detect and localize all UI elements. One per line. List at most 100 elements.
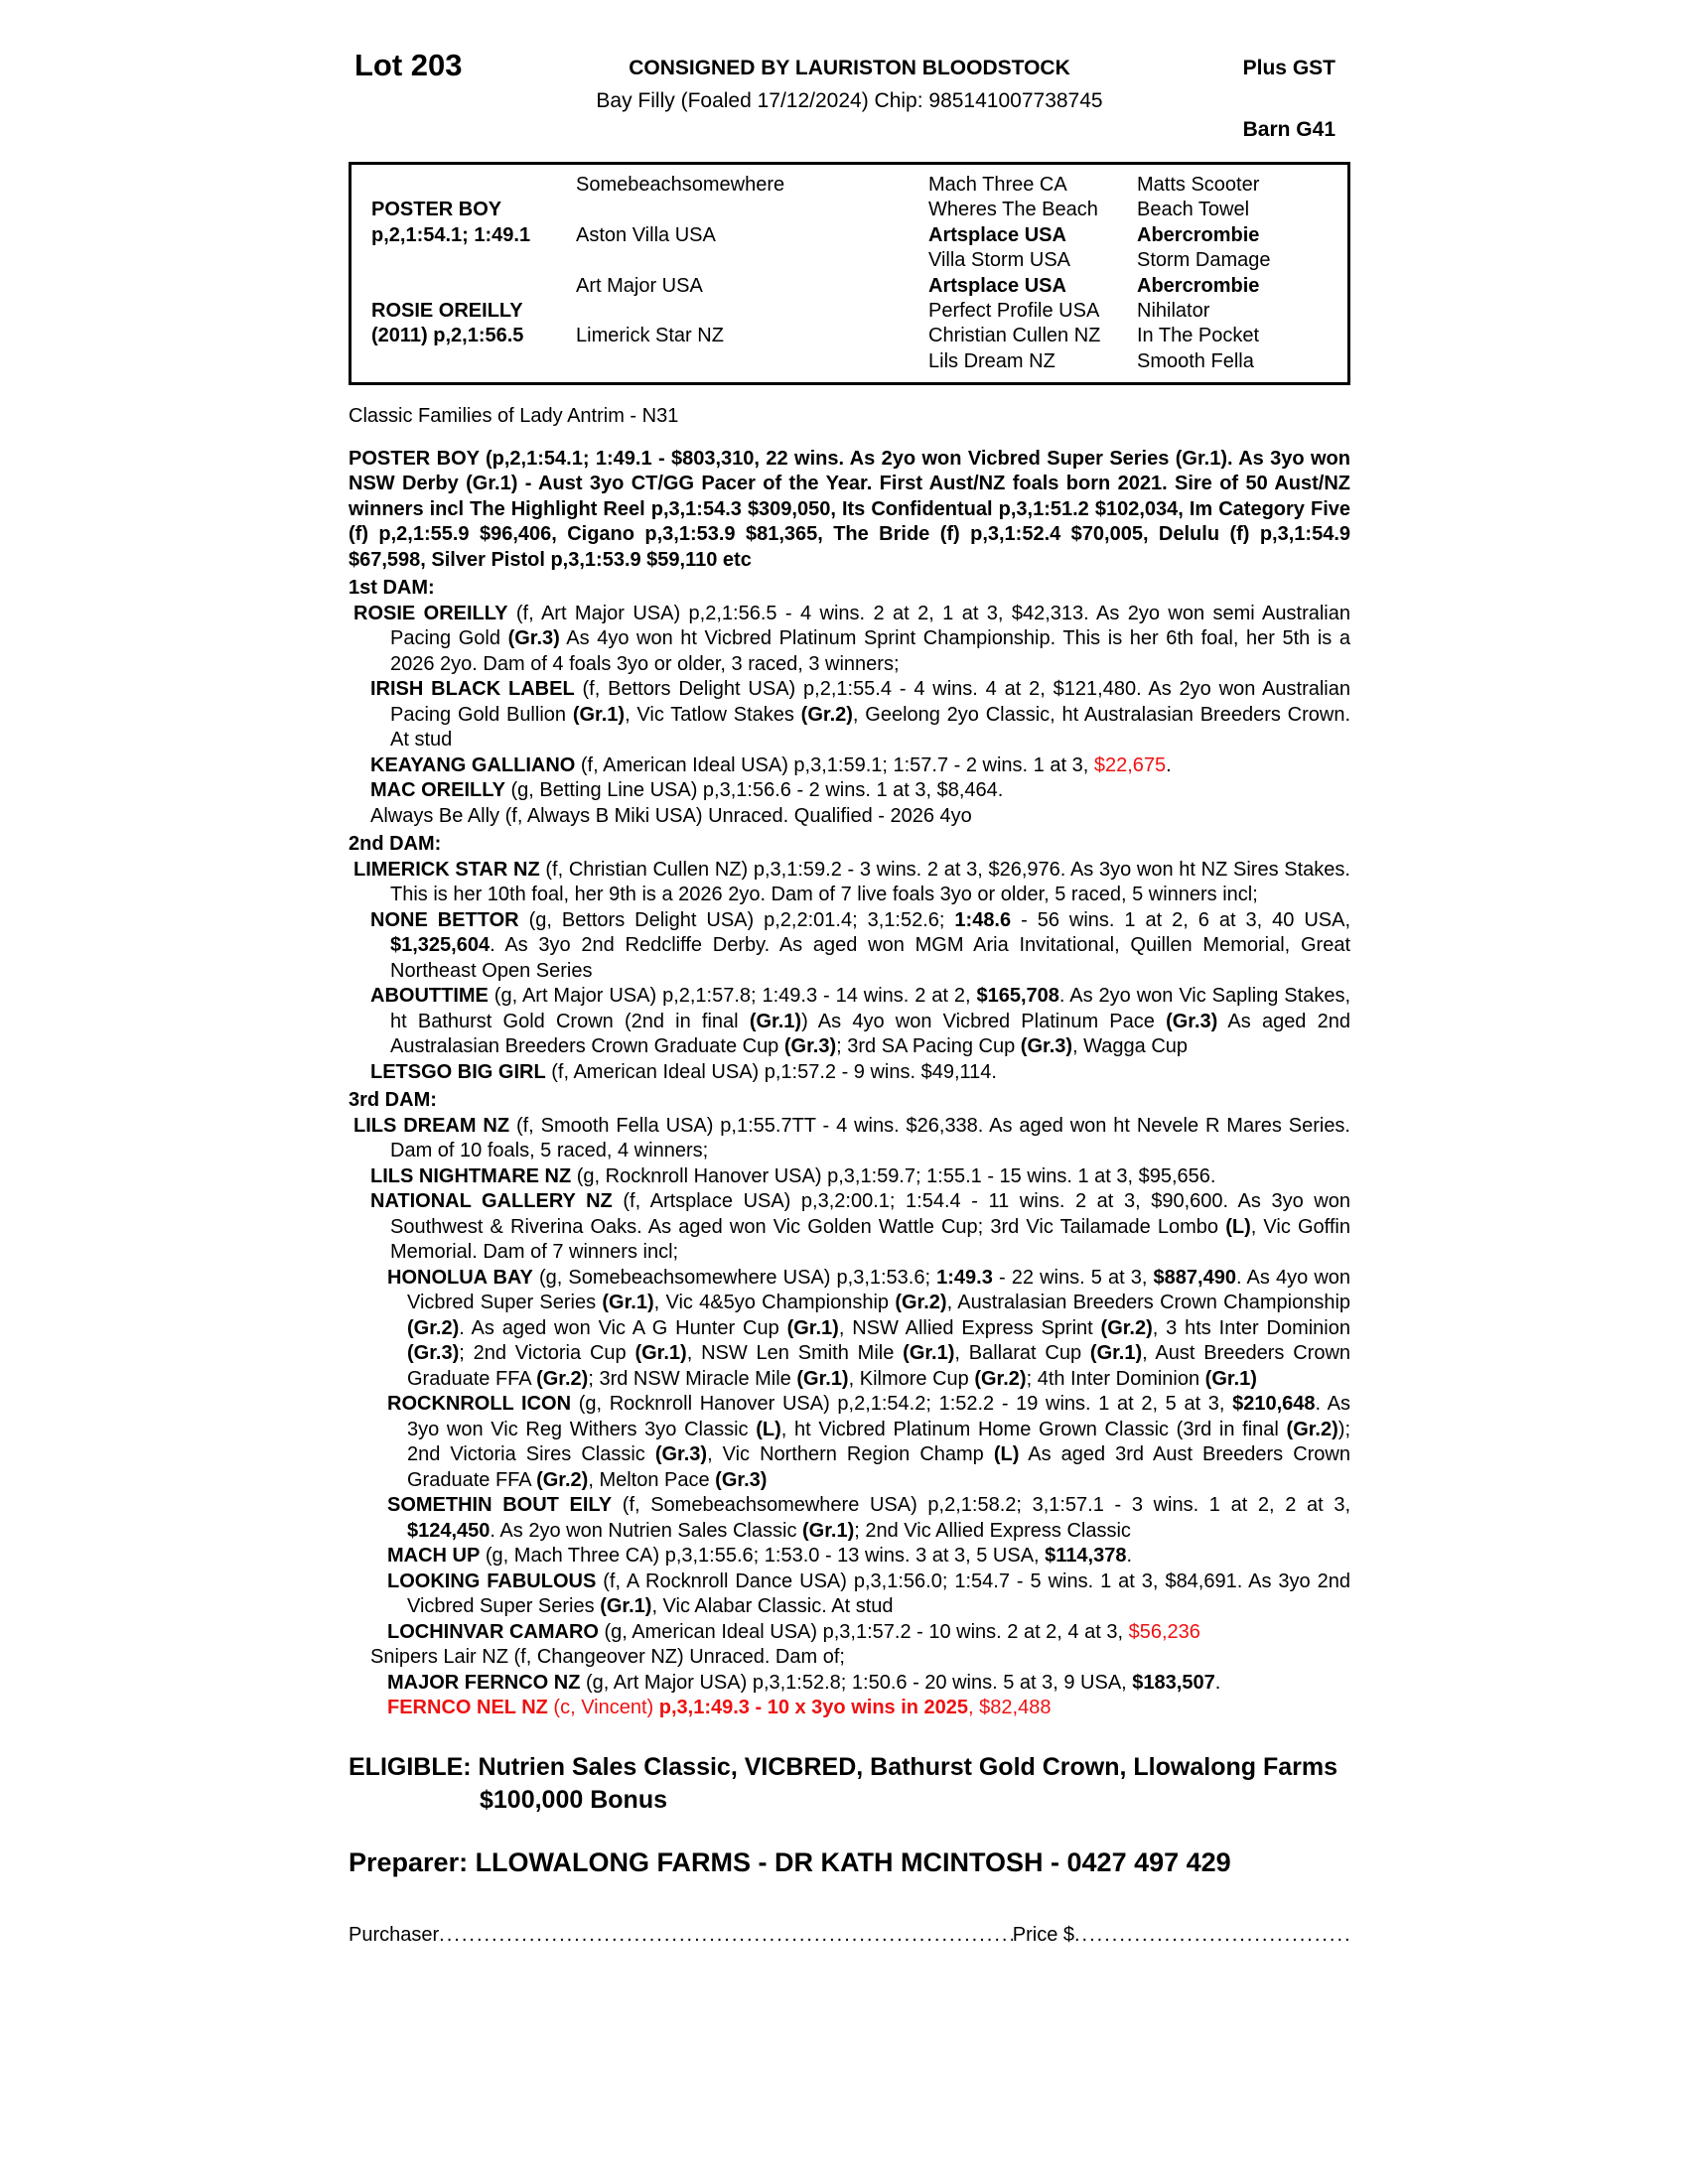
entry-text-segment: NONE BETTOR xyxy=(370,908,519,931)
pedigree-entry: SOMETHIN BOUT EILY (f, Somebeachsomewher… xyxy=(349,1493,1350,1544)
price-label: Price $ xyxy=(1012,1924,1074,1947)
entry-text-segment: 1:48.6 xyxy=(954,908,1012,931)
entry-text-segment: (g, American Ideal USA) p,3,1:57.2 - 10 … xyxy=(598,1620,1129,1643)
pedigree-cell: Christian Cullen NZ xyxy=(928,325,1101,347)
entry-text-segment: p,3,1:49.3 - 10 x 3yo wins in 2025 xyxy=(658,1697,969,1719)
entry-text-segment: (g, Somebeachsomewhere USA) p,3,1:53.6; xyxy=(532,1266,937,1289)
pedigree-entry: LILS NIGHTMARE NZ (g, Rocknroll Hanover … xyxy=(349,1164,1350,1190)
entry-text-segment: (g, Art Major USA) p,2,1:57.8; 1:49.3 - … xyxy=(488,985,977,1008)
entry-text-segment: , Vic Goffin Memorial. Dam of 7 winners … xyxy=(390,1215,1350,1264)
pedigree-cell: Somebeachsomewhere xyxy=(576,174,785,196)
price-dotted-line: ........................................… xyxy=(1074,1924,1350,1947)
entry-text-segment: (Gr.1) xyxy=(1204,1367,1257,1390)
pedigree-cell: Wheres The Beach xyxy=(928,199,1098,221)
entry-text-segment: ); 2nd Victoria Sires Classic xyxy=(407,1418,1350,1466)
entry-text-segment: . As 4yo won Vicbred Super Series xyxy=(407,1266,1351,1314)
entry-text-segment: (Gr.3) xyxy=(1166,1010,1218,1032)
entry-text-segment: , ht Vicbred Platinum Home Grown Classic… xyxy=(780,1418,1287,1440)
pedigree-cell: Abercrombie xyxy=(1137,223,1260,246)
entry-text-segment: KEAYANG GALLIANO xyxy=(370,753,576,776)
entry-text-segment: (f, Smooth Fella USA) p,1:55.7TT - 4 win… xyxy=(390,1114,1350,1162)
pedigree-cell: Villa Storm USA xyxy=(928,249,1071,272)
entry-text-segment: (g, Bettors Delight USA) p,2,2:01.4; 3,1… xyxy=(518,908,955,931)
pedigree-entry: LOOKING FABULOUS (f, A Rocknroll Dance U… xyxy=(349,1570,1350,1620)
pedigree-cell: Perfect Profile USA xyxy=(928,299,1100,322)
entry-text-segment: LOCHINVAR CAMARO xyxy=(387,1620,599,1643)
entry-text-segment: (L) xyxy=(1225,1215,1251,1238)
entry-text-segment: (Gr.1) xyxy=(786,1316,839,1339)
entry-text-segment: As aged 3rd Aust Breeders Crown Graduate… xyxy=(407,1443,1350,1491)
entry-text-segment: ROCKNROLL ICON xyxy=(387,1393,572,1416)
pedigree-entry: IRISH BLACK LABEL (f, Bettors Delight US… xyxy=(349,677,1350,753)
sire-summary-paragraph: POSTER BOY (p,2,1:54.1; 1:49.1 - $803,31… xyxy=(349,447,1350,571)
entry-text-segment: (L) xyxy=(993,1443,1020,1466)
entry-text-segment: $887,490 xyxy=(1153,1266,1236,1289)
pedigree-entry: LIMERICK STAR NZ (f, Christian Cullen NZ… xyxy=(349,858,1350,908)
dam-sections: 1st DAM: ROSIE OREILLY (f, Art Major USA)… xyxy=(349,576,1350,1721)
entry-text-segment: (f, American Ideal USA) p,1:57.2 - 9 win… xyxy=(545,1060,997,1083)
entry-text-segment: (Gr.1) xyxy=(796,1367,849,1390)
entry-text-segment: (L) xyxy=(756,1418,781,1440)
entry-text-segment: (g, Art Major USA) p,3,1:52.8; 1:50.6 - … xyxy=(580,1671,1133,1694)
entry-text-segment: $114,378 xyxy=(1045,1545,1127,1568)
entry-text-segment: . xyxy=(1166,753,1172,776)
family-note: Classic Families of Lady Antrim - N31 xyxy=(349,405,679,428)
entry-text-segment: . As 3yo 2nd Redcliffe Derby. As aged wo… xyxy=(390,934,1350,982)
entry-text-segment: (Gr.2) xyxy=(407,1316,460,1339)
entry-text-segment: (Gr.2) xyxy=(536,1468,589,1491)
entry-text-segment: ; 4th Inter Dominion xyxy=(1026,1367,1205,1390)
entry-text-segment: $22,675 xyxy=(1093,753,1167,776)
entry-text-segment: (Gr.1) xyxy=(572,703,626,726)
entry-text-segment: - 56 wins. 1 at 2, 6 at 3, 40 USA, xyxy=(1011,908,1350,931)
pedigree-cell: Art Major USA xyxy=(576,274,703,297)
dam-section-heading: 2nd DAM: xyxy=(349,833,442,856)
entry-text-segment: LIMERICK STAR NZ xyxy=(353,858,540,881)
entry-text-segment: , Geelong 2yo Classic, ht Australasian B… xyxy=(390,703,1351,751)
entry-text-segment: $124,450 xyxy=(407,1519,491,1542)
pedigree-entry: ROCKNROLL ICON (g, Rocknroll Hanover USA… xyxy=(349,1392,1350,1493)
pedigree-entry: NATIONAL GALLERY NZ (f, Artsplace USA) p… xyxy=(349,1189,1350,1266)
entry-text-segment: , Australasian Breeders Crown Championsh… xyxy=(946,1292,1351,1314)
purchaser-dotted-line: ........................................… xyxy=(439,1924,1013,1947)
purchaser-label: Purchaser xyxy=(349,1924,440,1947)
entry-text-segment: Snipers Lair NZ (f, Changeover NZ) Unrac… xyxy=(370,1646,845,1669)
entry-text-segment: . As aged won Vic A G Hunter Cup xyxy=(459,1316,787,1339)
entry-text-segment: (Gr.2) xyxy=(800,703,853,726)
entry-text-segment: MAC OREILLY xyxy=(370,779,505,802)
entry-text-segment: (g, Betting Line USA) p,3,1:56.6 - 2 win… xyxy=(504,779,1004,802)
entry-text-segment: LILS DREAM NZ xyxy=(353,1114,510,1137)
plus-gst-label: Plus GST xyxy=(1242,57,1336,79)
pedigree-cell: ROSIE OREILLY xyxy=(371,299,523,322)
entry-text-segment: (Gr.1) xyxy=(1089,1342,1143,1365)
entry-text-segment: LOOKING FABULOUS xyxy=(387,1570,597,1592)
preparer-line: Preparer: LLOWALONG FARMS - DR KATH MCIN… xyxy=(349,1846,1231,1877)
entry-text-segment: . As 2yo won Nutrien Sales Classic xyxy=(490,1519,803,1542)
pedigree-cell: Beach Towel xyxy=(1137,199,1250,221)
entry-text-segment: . As 3yo won Vic Reg Withers 3yo Classic xyxy=(407,1393,1350,1440)
dam-section-heading: 1st DAM: xyxy=(349,577,435,600)
entry-text-segment: As 4yo won ht Vicbred Platinum Sprint Ch… xyxy=(390,627,1351,675)
entry-text-segment: (f, Somebeachsomewhere USA) p,2,1:58.2; … xyxy=(612,1494,1350,1517)
entry-text-segment: (Gr.3) xyxy=(507,627,560,650)
entry-text-segment: ; 2nd Vic Allied Express Classic xyxy=(854,1519,1131,1542)
entry-text-segment: $1,325,604 xyxy=(390,934,491,957)
pedigree-entry: KEAYANG GALLIANO (f, American Ideal USA)… xyxy=(349,753,1350,779)
entry-text-segment: , Vic Alabar Classic. At stud xyxy=(651,1595,894,1618)
entry-text-segment: ABOUTTIME xyxy=(370,985,489,1008)
entry-text-segment: , Aust Breeders Crown Graduate FFA xyxy=(407,1342,1351,1390)
entry-text-segment: LETSGO BIG GIRL xyxy=(370,1060,546,1083)
entry-text-segment: , Melton Pace xyxy=(588,1468,716,1491)
pedigree-cell: Smooth Fella xyxy=(1137,349,1254,372)
entry-text-segment: (Gr.1) xyxy=(634,1342,687,1365)
pedigree-cell: Mach Three CA xyxy=(928,174,1067,196)
entry-text-segment: HONOLUA BAY xyxy=(387,1266,533,1289)
entry-text-segment: $165,708 xyxy=(976,985,1059,1008)
entry-text-segment: (Gr.2) xyxy=(974,1367,1027,1390)
entry-text-segment: SOMETHIN BOUT EILY xyxy=(387,1494,613,1517)
entry-text-segment: , Wagga Cup xyxy=(1072,1035,1189,1058)
consignor-line: CONSIGNED BY LAURISTON BLOODSTOCK xyxy=(629,57,1070,79)
pedigree-cell: (2011) p,2,1:56.5 xyxy=(371,325,524,347)
pedigree-cell: Nihilator xyxy=(1137,299,1210,322)
entry-text-segment: (f, A Rocknroll Dance USA) p,3,1:56.0; 1… xyxy=(407,1570,1350,1618)
entry-text-segment: , Kilmore Cup xyxy=(848,1367,975,1390)
